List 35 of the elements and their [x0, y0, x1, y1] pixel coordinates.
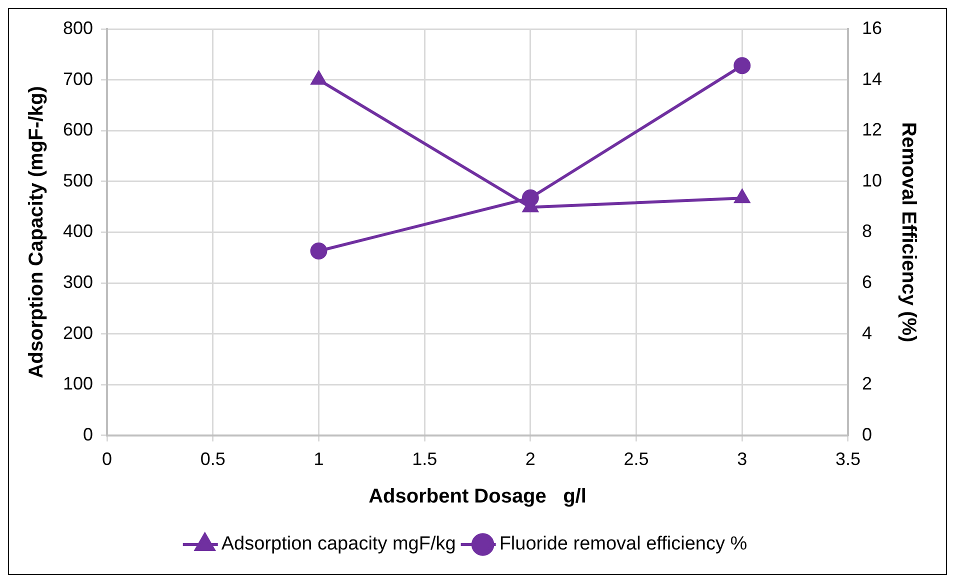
- x-tick-label: 2: [525, 449, 536, 470]
- y2-tick-label: 6: [862, 272, 872, 292]
- legend-label: Adsorption capacity mgF/kg: [221, 534, 456, 555]
- x-tick-label: 2.5: [624, 449, 649, 470]
- point: [310, 242, 328, 260]
- x-tick-label: 0: [102, 449, 112, 470]
- x-tick-label: 0.5: [200, 449, 226, 470]
- x-tick-label: 1: [314, 449, 324, 470]
- y-tick-label: 100: [62, 374, 94, 394]
- y-tick-label: 300: [62, 272, 94, 292]
- y2-tick-label: 12: [862, 120, 882, 140]
- y-tick-label: 200: [62, 322, 94, 343]
- y2-tick-label: 10: [862, 170, 882, 190]
- point: [734, 190, 750, 204]
- y-tick-label: 700: [62, 68, 94, 89]
- y-tick-label: 600: [62, 120, 94, 140]
- y-tick-label: 400: [62, 221, 94, 242]
- legend-label: Fluoride removal efficiency %: [499, 534, 748, 555]
- y2-tick-label: 2: [862, 374, 872, 394]
- y-tick-label: 800: [62, 18, 94, 38]
- point: [311, 71, 326, 85]
- x-tick-label: 1.5: [412, 449, 438, 470]
- y2-tick-label: 8: [862, 221, 872, 242]
- y2-tick-label: 14: [862, 68, 882, 89]
- y-tick-label: 0: [83, 424, 94, 444]
- x-tick-label: 3.5: [835, 449, 860, 470]
- y2-tick-label: 0: [862, 424, 872, 444]
- x-axis-title: Adsorbent Dosage g/l: [368, 486, 586, 508]
- point: [734, 57, 751, 74]
- y2-tick-label: 4: [862, 322, 872, 343]
- y-tick-label: 500: [62, 170, 94, 190]
- x-tick-label: 3: [737, 449, 748, 470]
- y2-axis-title: Removal Efficiency (%): [897, 122, 920, 342]
- y-axis-title: Adsorption Capacity (mgF-/kg): [26, 86, 48, 378]
- y2-tick-label: 16: [862, 18, 882, 38]
